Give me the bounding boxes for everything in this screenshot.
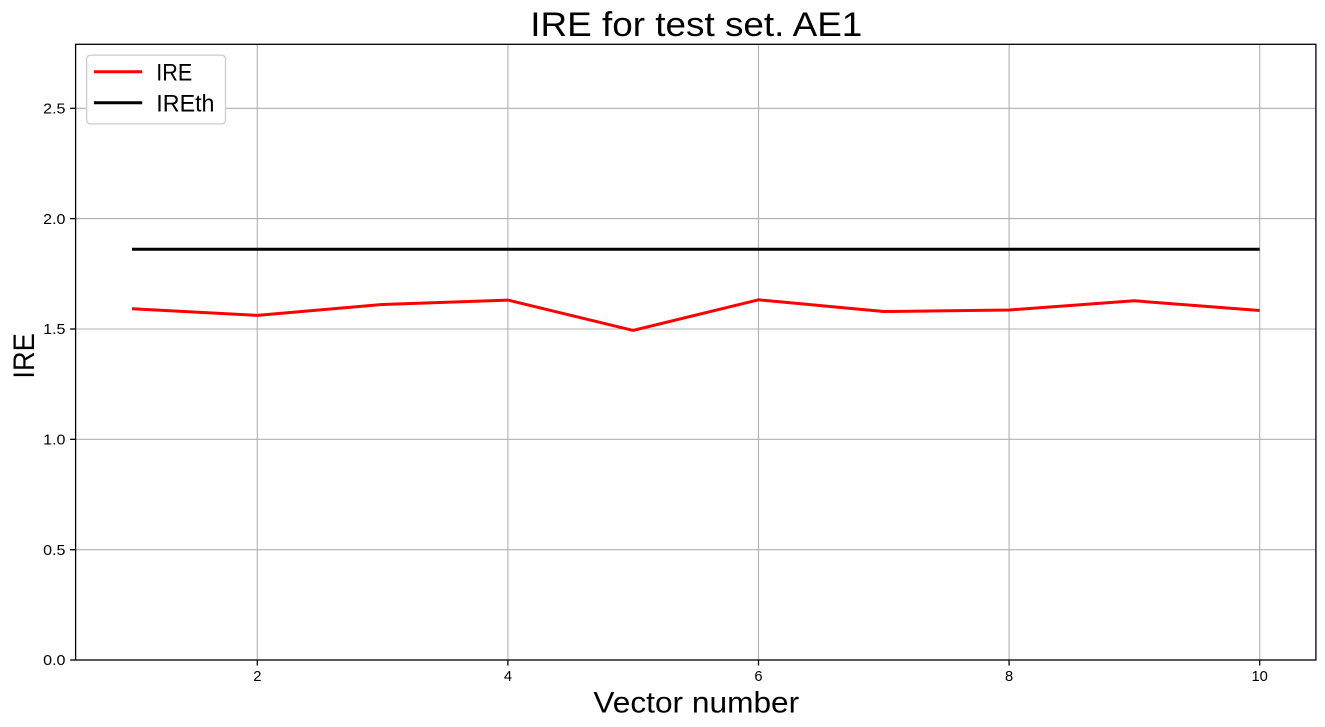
svg-text:2.0: 2.0 [43,212,65,228]
svg-text:IRE: IRE [8,333,41,378]
svg-text:2.5: 2.5 [43,102,65,118]
svg-text:1.5: 1.5 [43,322,65,338]
svg-text:2: 2 [253,669,261,685]
svg-text:IRE for test set. AE1: IRE for test set. AE1 [530,6,862,44]
svg-text:6: 6 [754,669,762,685]
svg-text:4: 4 [504,669,512,685]
svg-text:IREth: IREth [156,91,214,117]
svg-text:0.0: 0.0 [43,653,65,669]
svg-text:0.5: 0.5 [43,543,65,559]
svg-text:1.0: 1.0 [43,433,65,449]
svg-text:Vector number: Vector number [593,687,799,720]
svg-text:10: 10 [1252,669,1268,685]
svg-text:IRE: IRE [156,61,192,87]
svg-text:8: 8 [1005,669,1013,685]
